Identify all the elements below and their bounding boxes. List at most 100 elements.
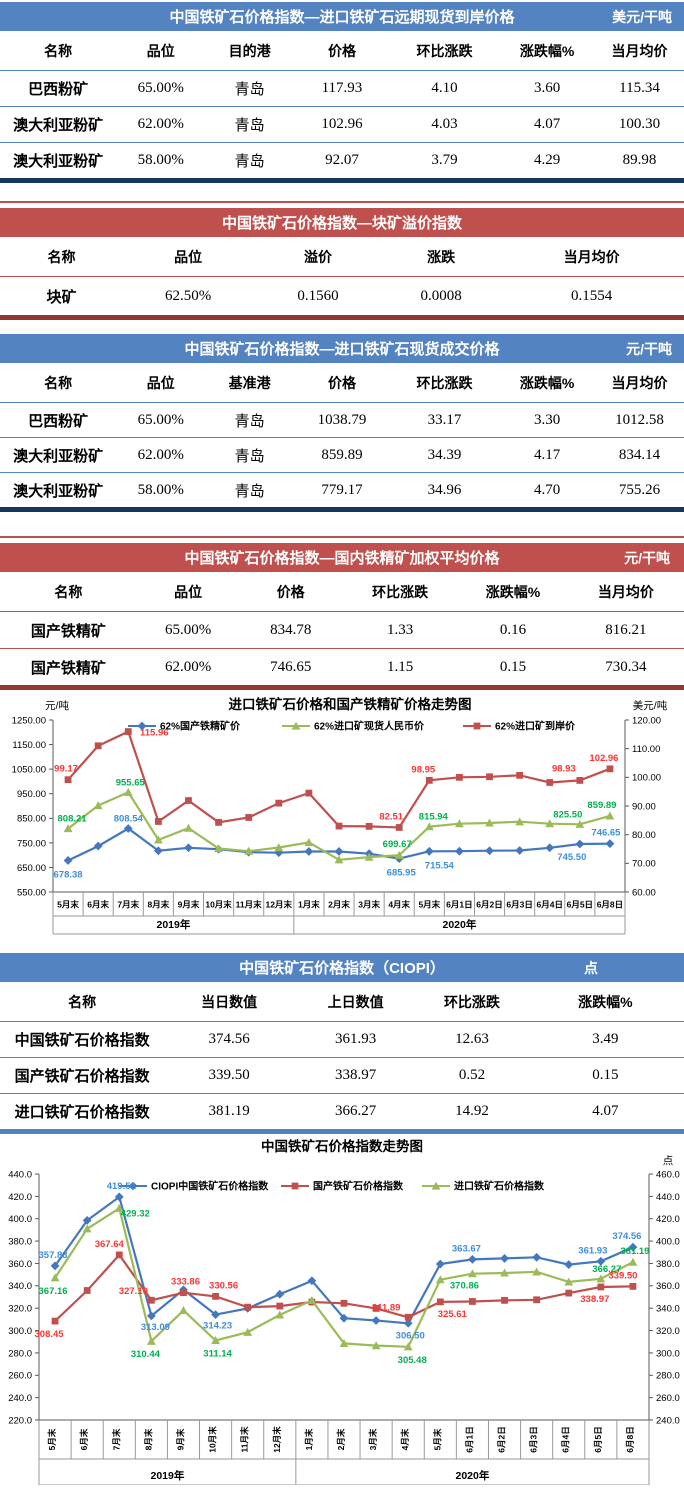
table-top-rule [0, 536, 684, 538]
left-tick-label: 420.0 [8, 1192, 32, 1203]
table-cell: 33.17 [389, 402, 500, 438]
data-point-label: 330.56 [209, 1280, 238, 1291]
data-point-marker [424, 822, 434, 831]
table-title: 中国铁矿石价格指数—块矿溢价指数 [221, 215, 462, 232]
legend-diamond-marker [128, 1181, 138, 1191]
data-point-marker [147, 1296, 155, 1304]
category-label: 4月末 [388, 900, 410, 910]
table-cell: 1.33 [341, 611, 459, 649]
table-cell: 361.93 [294, 1021, 418, 1058]
category-label: 6月末 [79, 1428, 89, 1450]
category-label: 12月末 [272, 1426, 282, 1453]
data-point-label: 98.93 [552, 763, 576, 774]
data-point-marker [546, 779, 554, 786]
category-label: 12月末 [266, 900, 293, 910]
legend-label: CIOPI中国铁矿石价格指数 [151, 1180, 269, 1193]
data-point-label: 313.09 [141, 1322, 170, 1333]
data-point-marker [339, 1339, 349, 1348]
data-point-label: 429.32 [121, 1208, 150, 1219]
category-label: 6月3日 [506, 900, 532, 910]
data-point-marker [184, 843, 193, 853]
left-tick-label: 360.0 [8, 1259, 32, 1270]
table-import-spot: 中国铁矿石价格指数—进口铁矿石现货成交价格 元/干吨 名称 品位 基准港 价格 环比涨跌 涨跌… [0, 334, 684, 512]
table-cell: 816.21 [567, 611, 684, 649]
legend-item: 进口铁矿石价格指数 [422, 1180, 545, 1193]
data-point-marker [307, 1276, 317, 1286]
left-tick-label: 300.0 [8, 1326, 32, 1337]
table-cell: 746.65 [239, 648, 342, 685]
category-label: 6月5日 [593, 1426, 603, 1452]
table-bottom-rule [0, 315, 684, 320]
table-title: 中国铁矿石价格指数—进口铁矿石远期现货到岸价格 [169, 9, 515, 26]
legend-item: 国产铁矿石价格指数 [281, 1180, 404, 1193]
left-tick-label: 380.0 [8, 1236, 32, 1247]
data-point-marker [51, 1317, 59, 1325]
column-header: 价格 [294, 31, 390, 71]
data-point-label: 955.65 [116, 777, 146, 788]
left-tick-label: 440.0 [8, 1169, 32, 1180]
category-label: 5月末 [57, 900, 79, 910]
legend-triangle-marker [431, 1181, 441, 1190]
table-cell: 3.60 [499, 70, 596, 107]
table-cell: 115.34 [595, 70, 684, 107]
data-point-marker [304, 847, 314, 856]
right-tick-label: 240.0 [656, 1415, 680, 1426]
data-point-label: 325.61 [438, 1309, 468, 1320]
table-bottom-rule [0, 178, 684, 183]
table-title: 中国铁矿石价格指数（CIOPI） [239, 960, 445, 977]
table-cell: 338.97 [294, 1057, 418, 1094]
data-point-label: 115.96 [140, 728, 169, 739]
left-tick-label: 550.00 [17, 887, 46, 898]
data-point-label: 102.96 [589, 753, 618, 764]
right-tick-label: 360.0 [656, 1281, 680, 1292]
column-header: 当月均价 [567, 572, 684, 612]
right-tick-label: 280.0 [656, 1371, 680, 1382]
table-cell: 62.00% [136, 648, 240, 685]
table-row: 国产铁矿石价格指数 339.50 338.97 0.52 0.15 [0, 1057, 684, 1094]
column-header: 价格 [239, 572, 342, 612]
data-point-label: 367.64 [95, 1239, 125, 1250]
column-header: 环比涨跌 [389, 31, 500, 71]
data-point-marker [455, 819, 464, 828]
table-cell: 339.50 [164, 1057, 295, 1094]
data-point-marker [501, 1296, 508, 1304]
data-point-marker [564, 1277, 574, 1286]
left-tick-label: 220.0 [8, 1415, 32, 1426]
data-point-marker [516, 771, 524, 779]
table-cell: 34.96 [389, 472, 500, 507]
data-point-marker [215, 818, 222, 826]
right-tick-label: 100.00 [632, 773, 661, 784]
data-point-label: 311.89 [372, 1302, 401, 1313]
column-header: 名称 [0, 982, 165, 1022]
chart-import-vs-domestic-price-trend: 进口铁矿石价格和国产铁精矿价格走势图 元/吨 美元/吨 1250.00 1150.00 1… [0, 694, 684, 944]
data-point-marker [154, 818, 162, 825]
data-point-label: 339.50 [608, 1270, 637, 1281]
table-cell: 青岛 [205, 106, 295, 143]
data-point-marker [394, 850, 404, 859]
left-tick-label: 240.0 [8, 1393, 32, 1404]
right-tick-label: 320.0 [656, 1326, 680, 1337]
table-ciopi: 中国铁矿石价格指数（CIOPI）点名称 当日数值 上日数值 环比涨跌 涨跌幅% 中国铁矿石… [0, 953, 684, 1134]
right-tick-label: 80.00 [632, 830, 656, 841]
category-label: 9月末 [178, 900, 200, 910]
table-cell: 4.07 [526, 1093, 684, 1129]
data-point-marker [605, 811, 615, 820]
table-cell: 755.26 [595, 472, 684, 507]
data-point-marker [469, 1298, 476, 1305]
table-row: 澳大利亚粉矿 58.00% 青岛 779.17 34.96 4.70 755.26 [0, 472, 684, 507]
legend-item: 62%进口矿到岸价 [463, 720, 576, 733]
data-point-marker [576, 777, 584, 784]
left-tick-label: 750.00 [17, 838, 46, 849]
table-cell: 3.30 [499, 402, 596, 438]
data-point-marker [545, 843, 555, 853]
data-point-marker [575, 819, 585, 828]
row-name: 国产铁精矿 [0, 648, 137, 685]
left-tick-label: 1150.00 [12, 740, 46, 751]
table-cell: 1012.58 [595, 402, 684, 438]
table-row: 巴西粉矿 65.00% 青岛 1038.79 33.17 3.30 1012.58 [0, 402, 684, 438]
table-domestic-concentrate: 中国铁矿石价格指数—国内铁精矿加权平均价格 元/干吨 名称 品位 价格 环比涨跌 涨跌幅% 当… [0, 536, 684, 690]
column-header: 名称 [0, 363, 117, 403]
data-point-marker [628, 1242, 638, 1252]
table-row: 中国铁矿石价格指数 374.56 361.93 12.63 3.49 [0, 1021, 684, 1058]
